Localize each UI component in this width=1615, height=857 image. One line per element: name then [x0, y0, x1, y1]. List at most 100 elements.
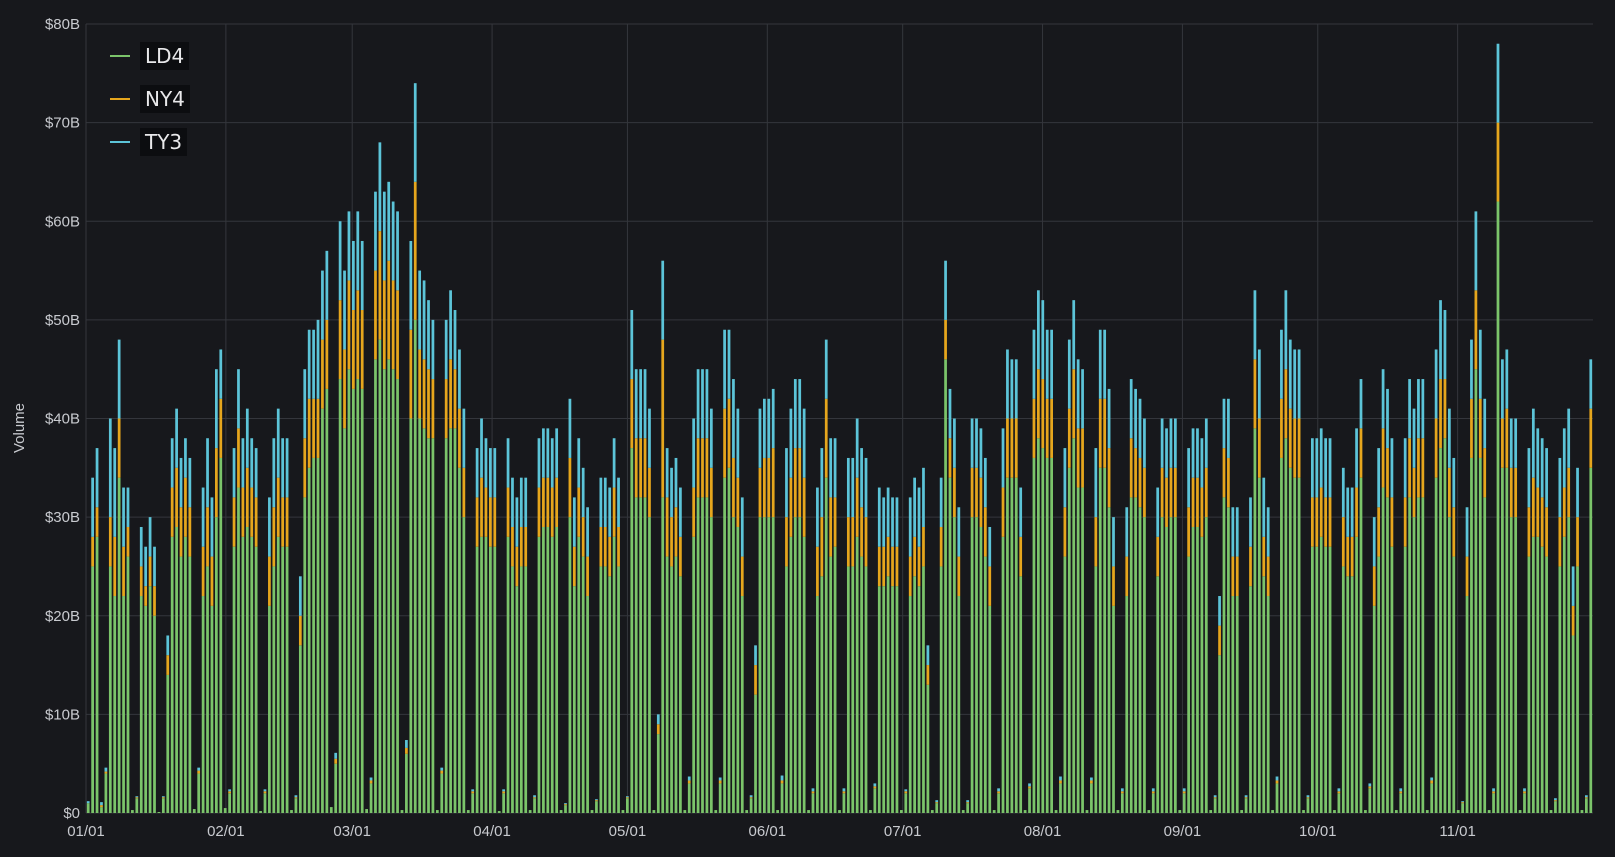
bar-segment-ny4	[1010, 418, 1014, 478]
bar-segment-ny4	[285, 497, 289, 547]
bar-segment-ny4	[1589, 408, 1593, 468]
bar-segment-ld4	[900, 810, 903, 813]
legend-item-ty3[interactable]: TY3	[110, 120, 190, 163]
bar-segment-ny4	[1169, 467, 1173, 518]
bar-segment-ld4	[1452, 556, 1456, 813]
bar-segment-ny4	[1443, 379, 1447, 439]
bar-segment-ty3	[245, 408, 249, 468]
bar-segment-ny4	[122, 546, 125, 597]
bar-segment-ty3	[842, 788, 846, 792]
bar-segment-ny4	[405, 747, 408, 754]
bar-segment-ny4	[555, 477, 559, 527]
bar-segment-ty3	[1514, 418, 1518, 468]
bar-segment-ld4	[776, 810, 779, 813]
bar-segment-ny4	[1227, 457, 1230, 508]
bar-segment-ld4	[1204, 517, 1208, 813]
bar-segment-ny4	[1492, 791, 1495, 794]
bar-segment-ty3	[608, 487, 612, 537]
bar-segment-ld4	[1257, 477, 1261, 813]
bar-segment-ld4	[325, 388, 329, 813]
bar-segment-ny4	[1324, 497, 1327, 547]
gridlines	[85, 23, 1593, 814]
bar-segment-ty3	[966, 800, 970, 803]
bar-segment-ty3	[104, 767, 108, 772]
bar-segment-ny4	[241, 487, 245, 537]
bar-segment-ny4	[829, 497, 833, 557]
bar-segment-ny4	[873, 786, 877, 789]
bar-segment-ld4	[718, 783, 722, 813]
bar-segment-ld4	[422, 428, 426, 813]
bar-segment-ld4	[1509, 517, 1513, 813]
bar-segment-ld4	[767, 517, 771, 813]
bar-segment-ty3	[1138, 398, 1142, 458]
bar-segment-ld4	[122, 596, 125, 813]
bar-segment-ny4	[1567, 467, 1571, 518]
bar-segment-ny4	[1266, 556, 1270, 597]
bar-segment-ty3	[701, 369, 704, 439]
bar-segment-ny4	[263, 791, 267, 794]
bar-segment-ty3	[1421, 379, 1425, 439]
bar-segment-ty3	[555, 428, 559, 478]
bar-segment-ty3	[705, 369, 709, 439]
bar-segment-ny4	[833, 497, 837, 547]
bar-segment-ny4	[1470, 398, 1473, 458]
bar-segment-ny4	[661, 339, 665, 498]
bar-segment-ny4	[281, 497, 285, 547]
bar-segment-ld4	[374, 359, 377, 813]
bar-segment-ty3	[1001, 428, 1005, 488]
bar-segment-ty3	[736, 408, 740, 478]
bar-segment-ny4	[617, 526, 620, 567]
legend-item-ny4[interactable]: NY4	[110, 77, 190, 120]
bar-segment-ty3	[1006, 349, 1009, 419]
bar-segment-ld4	[1187, 556, 1190, 813]
bar-segment-ty3	[303, 369, 307, 439]
bar-segment-ny4	[95, 507, 99, 537]
bar-segment-ty3	[758, 408, 762, 468]
bar-segment-ny4	[524, 526, 528, 567]
bar-segment-ny4	[166, 655, 170, 675]
bar-segment-ty3	[1505, 349, 1509, 409]
x-tick-label: 08/01	[1024, 823, 1062, 840]
bar-segment-ld4	[833, 546, 837, 813]
bar-segment-ny4	[387, 260, 391, 360]
bar-segment-ld4	[334, 763, 338, 813]
bar-segment-ld4	[497, 811, 501, 813]
bar-segment-ny4	[740, 556, 744, 597]
bar-segment-ny4	[272, 507, 276, 567]
bar-segment-ld4	[696, 497, 700, 813]
bar-segment-ld4	[603, 566, 607, 813]
bar-segment-ny4	[170, 487, 174, 537]
bar-segment-ty3	[431, 319, 435, 380]
bar-segment-ld4	[572, 586, 576, 813]
bar-segment-ld4	[1028, 788, 1031, 813]
bar-segment-ld4	[1580, 810, 1584, 813]
bar-segment-ny4	[626, 797, 629, 799]
bar-segment-ld4	[113, 596, 117, 813]
bar-segment-ty3	[268, 497, 271, 557]
legend-item-ld4[interactable]: LD4	[110, 34, 190, 77]
bar-segment-ny4	[1143, 467, 1146, 518]
bar-segment-ld4	[1293, 477, 1297, 813]
bar-segment-ty3	[1589, 359, 1593, 409]
bar-segment-ld4	[860, 556, 863, 813]
bar-segment-ld4	[135, 798, 139, 813]
bar-segment-ny4	[1337, 791, 1341, 794]
bar-segment-ld4	[215, 517, 218, 813]
bar-segment-ty3	[754, 645, 757, 666]
bar-segment-ty3	[1306, 795, 1310, 798]
bar-segment-ty3	[1072, 300, 1076, 370]
bar-segment-ny4	[1235, 556, 1239, 597]
bar-segment-ld4	[780, 783, 784, 813]
bar-segment-ld4	[617, 566, 620, 813]
bar-segment-ld4	[979, 526, 983, 813]
legend-label: NY4	[140, 84, 190, 113]
bar-segment-ld4	[86, 803, 90, 813]
bar-segment-ny4	[1019, 536, 1023, 577]
bar-segment-ty3	[440, 767, 444, 771]
bar-segment-ny4	[1280, 398, 1283, 458]
bar-segment-ny4	[546, 477, 550, 527]
bar-segment-ty3	[895, 497, 899, 547]
bar-segment-ty3	[1231, 507, 1235, 557]
bar-segment-ld4	[511, 566, 514, 813]
bar-segment-ny4	[184, 477, 187, 537]
